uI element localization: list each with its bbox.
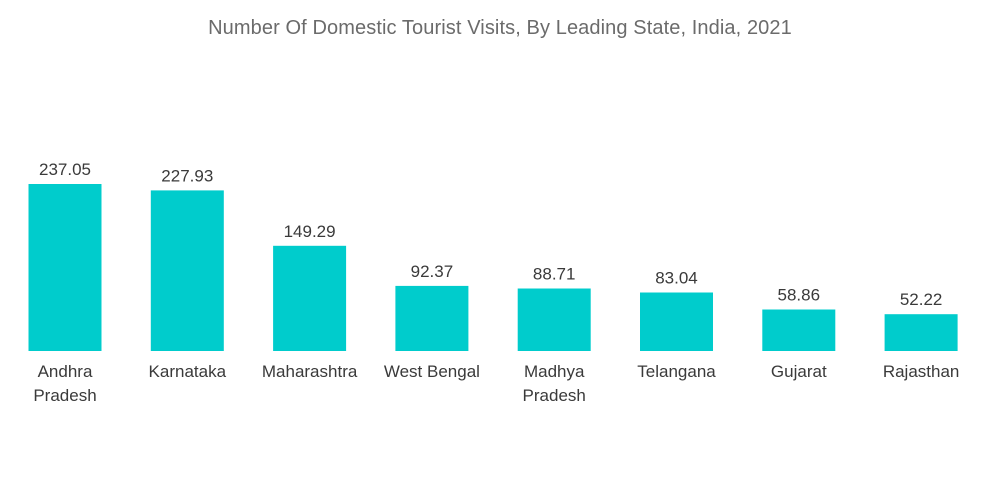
- bar: [884, 314, 958, 351]
- category-label: Telangana: [637, 362, 716, 381]
- category-label-line: Andhra: [38, 362, 93, 381]
- bar: [517, 288, 591, 351]
- category-label: Andhra Pradesh: [33, 362, 96, 405]
- bar: [28, 184, 102, 351]
- chart-title: Number Of Domestic Tourist Visits, By Le…: [208, 17, 792, 39]
- bars-group: [28, 184, 958, 351]
- bar-value-label: 227.93: [161, 166, 213, 185]
- category-labels-group: Andhra Pradesh Karnataka Maharashtra West Be…: [33, 362, 959, 405]
- category-label-line: Rajasthan: [883, 362, 960, 381]
- bar: [395, 285, 469, 351]
- category-label-line: Karnataka: [149, 362, 227, 381]
- category-label-line: Pradesh: [33, 386, 96, 405]
- bar: [762, 309, 836, 351]
- bar: [640, 292, 713, 351]
- value-labels-group: 237.05 227.93 149.29 92.37 88.71 83.04 58.86 52…: [39, 160, 942, 309]
- bar-value-label: 92.37: [411, 262, 454, 281]
- category-label: Madhya Pradesh: [523, 362, 586, 405]
- bar-value-label: 237.05: [39, 160, 91, 179]
- category-label-line: Telangana: [637, 362, 716, 381]
- bar: [150, 190, 224, 351]
- category-label: Maharashtra: [262, 362, 358, 381]
- category-label-line: Madhya: [524, 362, 585, 381]
- category-label: Karnataka: [149, 362, 227, 381]
- category-label-line: Maharashtra: [262, 362, 358, 381]
- category-label-line: Pradesh: [523, 386, 586, 405]
- category-label-line: Gujarat: [771, 362, 827, 381]
- bar-value-label: 88.71: [533, 265, 576, 284]
- category-label: West Bengal: [384, 362, 480, 381]
- category-label: Gujarat: [771, 362, 827, 381]
- category-label-line: West Bengal: [384, 362, 480, 381]
- bar: [273, 245, 347, 351]
- bar-value-label: 52.22: [900, 290, 943, 309]
- bar-value-label: 149.29: [284, 222, 336, 241]
- bar-value-label: 58.86: [778, 286, 821, 305]
- category-label: Rajasthan: [883, 362, 960, 381]
- bar-value-label: 83.04: [655, 269, 698, 288]
